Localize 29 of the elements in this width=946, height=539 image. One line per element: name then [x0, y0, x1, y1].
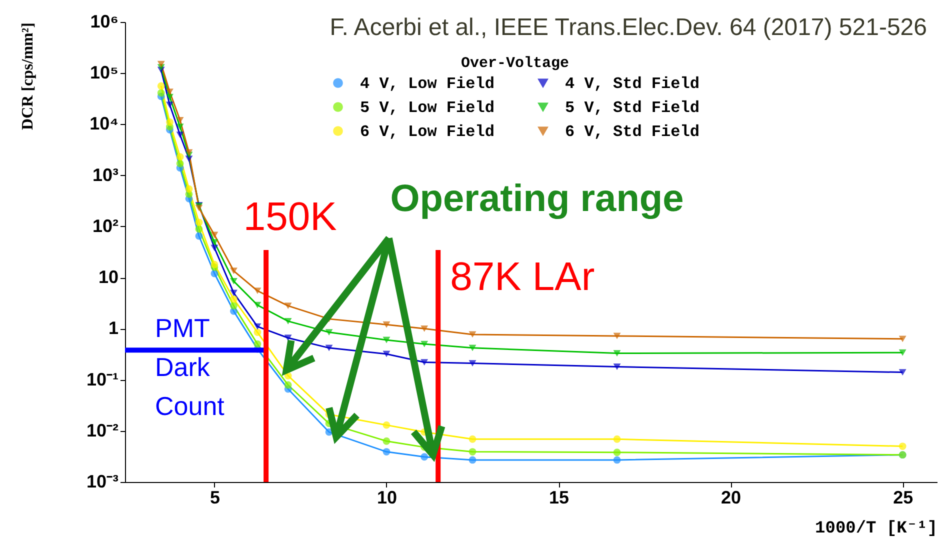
legend-label: 6 V, Std Field: [565, 123, 700, 141]
legend-label: 5 V, Std Field: [565, 99, 700, 117]
y-tick-label: 10⁻³: [86, 472, 119, 492]
y-tick-label: 1: [108, 318, 118, 338]
y-tick-label: 10³: [92, 164, 119, 185]
legend-label: 4 V, Low Field: [360, 75, 494, 93]
chart-title: F. Acerbi et al., IEEE Trans.Elec.Dev. 64 (2017) 521-526: [330, 14, 927, 41]
y-tick-label: 10: [98, 267, 118, 288]
y-tick-label: 10⁻¹: [86, 369, 119, 390]
y-tick-label: 10⁵: [90, 62, 118, 83]
y-tick-label: 10⁶: [90, 12, 118, 32]
legend-title: Over-Voltage: [460, 55, 570, 72]
y-tick-label: 10⁻²: [86, 420, 119, 440]
y-axis-title: DCR [cps/mm²]: [20, 22, 36, 130]
x-tick-label: 5: [210, 488, 220, 508]
x-axis-title: 1000/T [K⁻¹]: [815, 520, 938, 538]
ref-line-label: 87K LAr: [450, 255, 595, 299]
series-label: PMT Dark Count: [155, 313, 226, 422]
ref-line-label: 150K: [243, 195, 338, 239]
y-tick-label: 10⁴: [90, 114, 118, 134]
x-tick-label: 15: [549, 488, 570, 508]
y-tick-label: 10²: [92, 216, 119, 236]
annotation: Operating range: [390, 178, 684, 220]
legend-label: 6 V, Low Field: [360, 123, 494, 141]
x-tick-label: 25: [893, 488, 914, 508]
x-tick-label: 20: [721, 488, 742, 508]
legend-label: 5 V, Low Field: [360, 99, 494, 117]
x-tick-label: 10: [376, 488, 398, 508]
legend-label: 4 V, Std Field: [565, 75, 700, 93]
